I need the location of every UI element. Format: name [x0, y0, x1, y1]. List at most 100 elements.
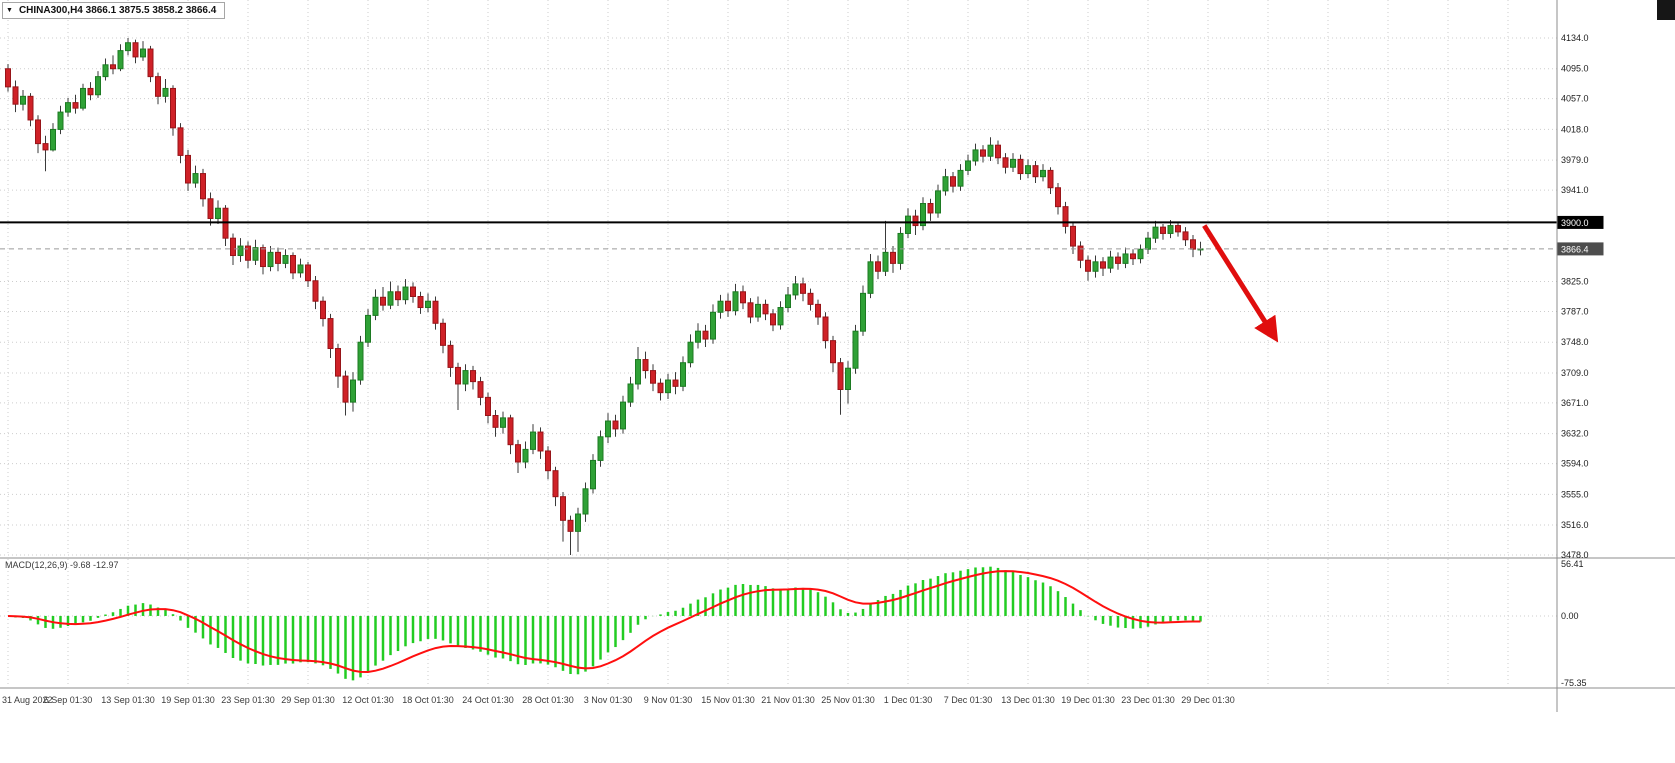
candle-bear: [327, 318, 334, 350]
candle-bull: [357, 341, 364, 381]
candle-bear: [830, 340, 836, 364]
candle-bear: [650, 370, 656, 384]
candle-bear: [567, 519, 574, 532]
time-tick-label: 24 Oct 01:30: [462, 695, 514, 705]
macd-signal-line: [7, 570, 1201, 674]
candle-bull: [575, 513, 581, 532]
time-tick-label: 23 Dec 01:30: [1121, 695, 1175, 705]
hline-price-tag-text: 3900.0: [1561, 218, 1589, 228]
candle-bull: [530, 431, 536, 450]
time-tick-label: 31 Aug 2022: [2, 695, 53, 705]
candle-bull: [297, 264, 304, 274]
price-axis-area[interactable]: [1557, 0, 1675, 688]
time-tick-label: 1 Dec 01:30: [884, 695, 933, 705]
price-axis-labels: 4134.0 4095.0 4057.0 4018.0 3979.0 3941.0 3825…: [1557, 33, 1604, 688]
candle-bull: [192, 173, 199, 184]
symbol-info-box: ▼ CHINA300,H4 3866.1 3875.5 3858.2 3866.…: [2, 2, 226, 19]
grid-lines: [0, 0, 1557, 686]
time-tick-label: 13 Dec 01:30: [1001, 695, 1055, 705]
candle-bull: [80, 87, 86, 109]
price-tick-label: 3941.0: [1561, 185, 1589, 195]
candle-bull: [860, 292, 866, 332]
candle-bear: [27, 95, 34, 121]
candle-bull: [1040, 169, 1046, 178]
candle-bear: [455, 366, 461, 385]
candle-bear: [545, 450, 551, 472]
candle-bear: [245, 245, 251, 261]
candle-bull: [665, 379, 671, 394]
candle-bear: [1032, 165, 1039, 178]
time-tick-label: 15 Nov 01:30: [701, 695, 755, 705]
candle-bear: [155, 76, 161, 97]
candle-bull: [1010, 158, 1016, 168]
candle-bear: [642, 359, 649, 372]
candle-bull: [635, 359, 641, 385]
candle-bear: [702, 330, 709, 340]
time-tick-label: 23 Sep 01:30: [221, 695, 275, 705]
candle-bear: [747, 302, 754, 318]
candle-bear: [800, 283, 806, 294]
candle-bear: [342, 375, 349, 403]
candle-bear: [207, 198, 214, 219]
price-tick-label: 3555.0: [1561, 489, 1589, 499]
price-tick-label: 3787.0: [1561, 306, 1589, 316]
candle-bear: [1160, 226, 1166, 234]
candle-bull: [20, 95, 26, 105]
candle-bear: [725, 300, 731, 312]
candle-bear: [770, 313, 776, 326]
candle-bear: [815, 303, 821, 318]
candle-bull: [732, 291, 739, 312]
price-tick-label: 3478.0: [1561, 550, 1589, 560]
candle-bear: [320, 300, 326, 320]
candle-bear: [1055, 187, 1061, 208]
candle-bear: [552, 470, 559, 498]
window-corner-block: [1657, 0, 1675, 20]
bid-price-tag-text: 3866.4: [1561, 244, 1589, 254]
candle-bear: [980, 149, 986, 157]
candle-bear: [432, 300, 439, 324]
candle-bull: [1107, 256, 1114, 269]
candle-bear: [132, 42, 139, 58]
candle-bear: [1130, 253, 1136, 260]
candle-bull: [620, 401, 626, 430]
candle-bear: [672, 379, 679, 387]
candle-bear: [1115, 256, 1121, 264]
candle-bull: [215, 207, 221, 219]
chart-plot-area[interactable]: [0, 0, 1557, 558]
candle-bear: [507, 417, 514, 446]
candle-bull: [972, 149, 979, 162]
candle-bear: [1070, 225, 1076, 247]
macd-panel-area[interactable]: [0, 558, 1557, 688]
candle-bear: [485, 396, 491, 417]
candle-bear: [470, 370, 476, 383]
trend-arrow-annotation[interactable]: [1202, 224, 1279, 343]
candle-bull: [867, 261, 874, 294]
candle-bull: [935, 190, 941, 214]
candle-bull: [350, 379, 356, 403]
candle-bull: [282, 255, 289, 264]
candle-bull: [425, 300, 431, 309]
time-tick-label: 25 Nov 01:30: [821, 695, 875, 705]
candle-bear: [477, 381, 484, 398]
candle-bear: [170, 87, 176, 129]
candle-bear: [890, 251, 896, 264]
macd-indicator-label: MACD(12,26,9) -9.68 -12.97: [5, 560, 119, 570]
candle-bear: [1002, 157, 1009, 168]
candle-bull: [695, 330, 701, 343]
candle-bear: [5, 68, 11, 88]
candle-bear: [417, 296, 424, 309]
price-tick-label: 3709.0: [1561, 368, 1589, 378]
candle-bull: [95, 76, 101, 96]
candle-bear: [837, 362, 844, 390]
symbol-dropdown-button[interactable]: ▼: [5, 4, 14, 17]
candle-bear: [177, 127, 184, 156]
candle-bear: [740, 291, 746, 304]
candle-bull: [117, 50, 124, 70]
candle-bull: [987, 144, 994, 157]
candle-bull: [957, 169, 964, 187]
candle-bull: [965, 160, 971, 171]
candle-bear: [447, 344, 454, 368]
candle-bull: [590, 459, 596, 490]
time-axis-area[interactable]: [0, 688, 1557, 712]
